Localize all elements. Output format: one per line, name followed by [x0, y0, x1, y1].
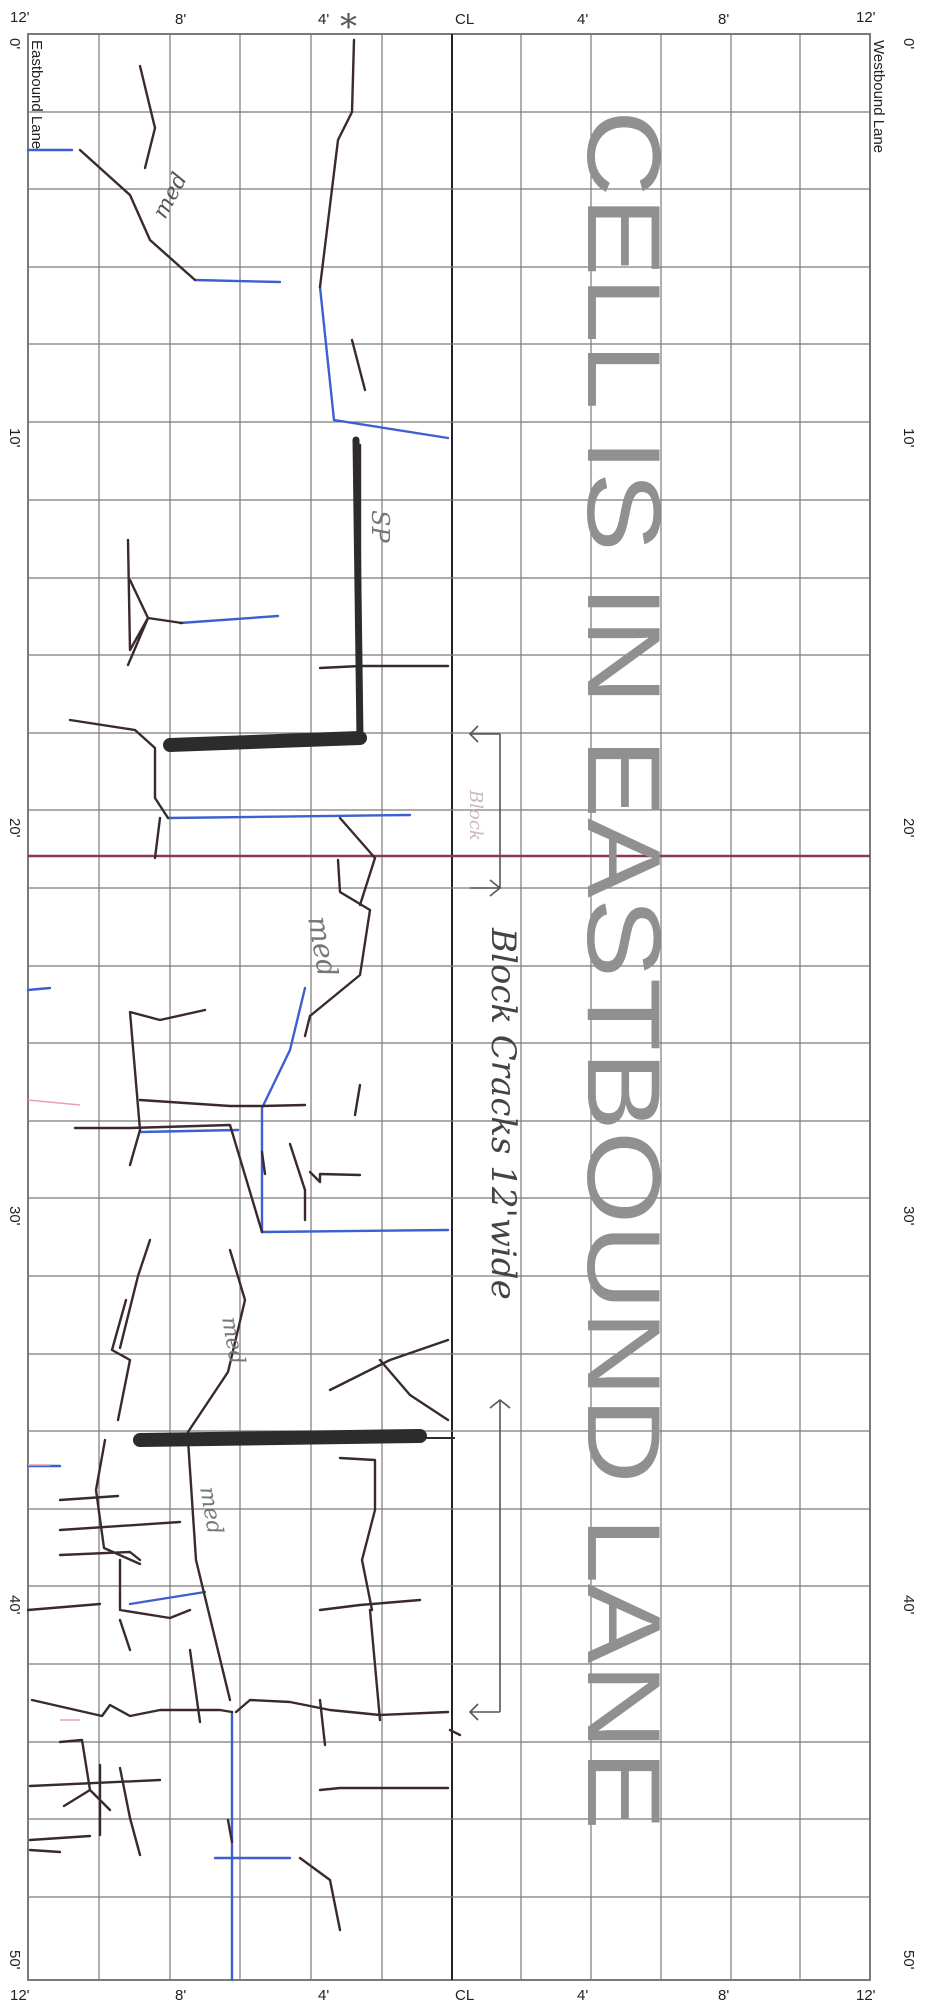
bottom-label-right-mid: 8': [718, 1987, 729, 2004]
stations-left: 0' 10' 20' 30' 40' 50': [6, 38, 23, 1970]
grid-horizontal: [28, 111, 870, 1898]
bottom-label-left-edge: 12': [10, 1987, 30, 2004]
bottom-labels: 12' 8' 4' CL 4' 8' 12': [10, 1987, 876, 2004]
star-marker: *: [340, 7, 357, 47]
station-right-50: 50': [900, 1950, 917, 1970]
station-right-10: 10': [900, 428, 917, 448]
severity-note-med-2: med: [301, 913, 344, 979]
top-label-left-inner: 4': [318, 11, 329, 28]
stations-right: 0' 10' 20' 30' 40' 50': [900, 38, 917, 1970]
lane-label-eastbound: Eastbound Lane: [28, 40, 45, 149]
station-left-20: 20': [6, 818, 23, 838]
station-right-0: 0': [900, 38, 917, 49]
station-right-40: 40': [900, 1595, 917, 1615]
block-crack-arrows: [468, 725, 511, 1721]
patch-horizontal-2: [133, 1429, 427, 1447]
bottom-label-left-mid: 8': [175, 1987, 186, 2004]
top-label-right-inner: 4': [577, 11, 588, 28]
station-right-20: 20': [900, 818, 917, 838]
bottom-label-center: CL: [455, 1987, 474, 2004]
block-cracks-note: Block Cracks 12'wide: [483, 927, 523, 1300]
cracks-pink: [27, 1099, 81, 1721]
top-label-right-mid: 8': [718, 11, 729, 28]
patch-horizontal-1: [163, 731, 367, 752]
station-left-0: 0': [6, 38, 23, 49]
eastbound-lane-stamp: CELL IS IN EASTBOUND LANE: [565, 110, 681, 1830]
station-left-30: 30': [6, 1206, 23, 1226]
station-left-10: 10': [6, 428, 23, 448]
bottom-label-right-edge: 12': [856, 1987, 876, 2004]
block-faint-note: Block: [465, 789, 486, 841]
severity-note-med-4: med: [194, 1485, 227, 1537]
grid: [27, 33, 871, 1981]
station-right-30: 30': [900, 1206, 917, 1226]
bottom-label-right-inner: 4': [577, 1987, 588, 2004]
cracks-blue: [26, 148, 450, 1982]
top-label-left-mid: 8': [175, 11, 186, 28]
patch-vertical: [352, 436, 364, 742]
station-left-40: 40': [6, 1595, 23, 1615]
lane-label-westbound: Westbound Lane: [870, 40, 887, 153]
severity-note-med-1: med: [148, 169, 193, 223]
top-label-right-edge: 12': [856, 9, 876, 26]
station-left-50: 50': [6, 1950, 23, 1970]
top-label-left-edge: 12': [10, 9, 30, 26]
bottom-label-left-inner: 4': [318, 1987, 329, 2004]
cracks-dark: [26, 38, 462, 1932]
patches: [133, 436, 427, 1447]
severity-note-sp: SP: [366, 510, 394, 543]
top-label-center: CL: [455, 11, 474, 28]
top-labels: 12' 8' 4' CL 4' 8' 12': [10, 9, 876, 28]
severity-note-med-3: med: [216, 1315, 249, 1367]
